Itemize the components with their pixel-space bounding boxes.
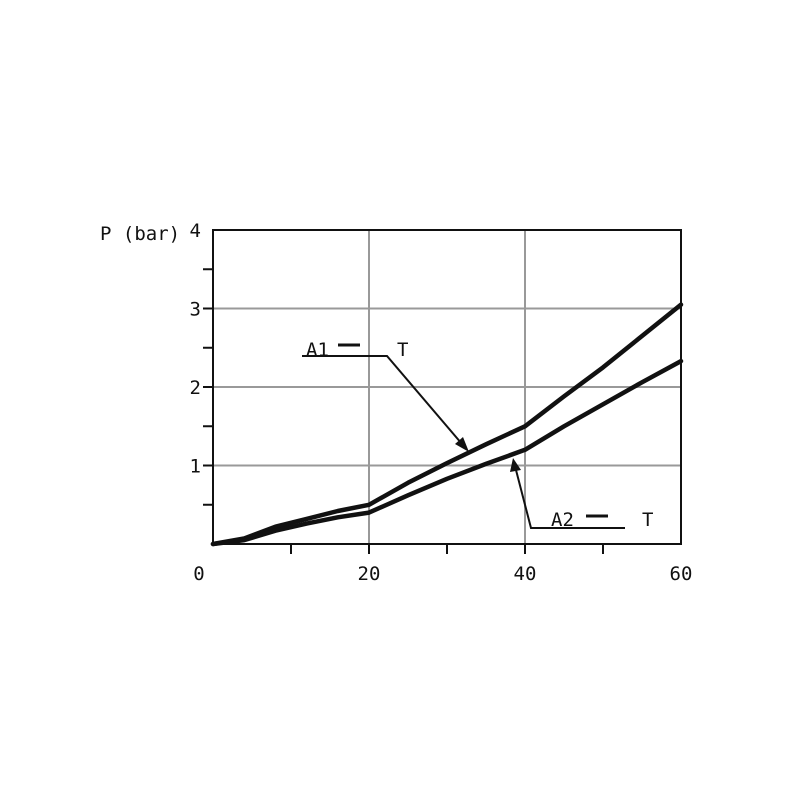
- annotation-a2: A2 T: [510, 458, 653, 531]
- annotation-a2-left-text: A2: [551, 509, 574, 531]
- series-line-1: [210, 302, 684, 547]
- series-lines: [210, 302, 684, 547]
- x-tick-label: 60: [670, 563, 693, 585]
- annotation-a1-leader: [302, 355, 463, 445]
- annotation-a1: A1 T: [302, 339, 469, 452]
- plot-frame: [212, 229, 682, 545]
- annotation-a1-left-text: A1: [306, 339, 329, 361]
- y-tick-label: 3: [190, 299, 201, 321]
- annotation-a1-right-text: T: [397, 339, 408, 361]
- y-axis-label: P (bar): [100, 223, 180, 245]
- tick-marks: [203, 268, 604, 554]
- tick-labels: 0 20 40 60 1 2 3 4: [190, 220, 693, 585]
- annotation-a2-leader: [515, 469, 625, 529]
- x-tick-label: 0: [193, 563, 204, 585]
- x-tick-label: 40: [514, 563, 537, 585]
- x-tick-label: 20: [358, 563, 381, 585]
- grid: [213, 230, 681, 544]
- y-tick-label: 4: [190, 220, 201, 242]
- annotation-a2-right-text: T: [642, 509, 653, 531]
- y-tick-label: 1: [190, 456, 201, 478]
- annotation-a1-arrowhead: [455, 437, 469, 452]
- annotation-a2-arrowhead: [510, 458, 521, 472]
- y-tick-label: 2: [190, 377, 201, 399]
- series-line-2: [210, 358, 684, 547]
